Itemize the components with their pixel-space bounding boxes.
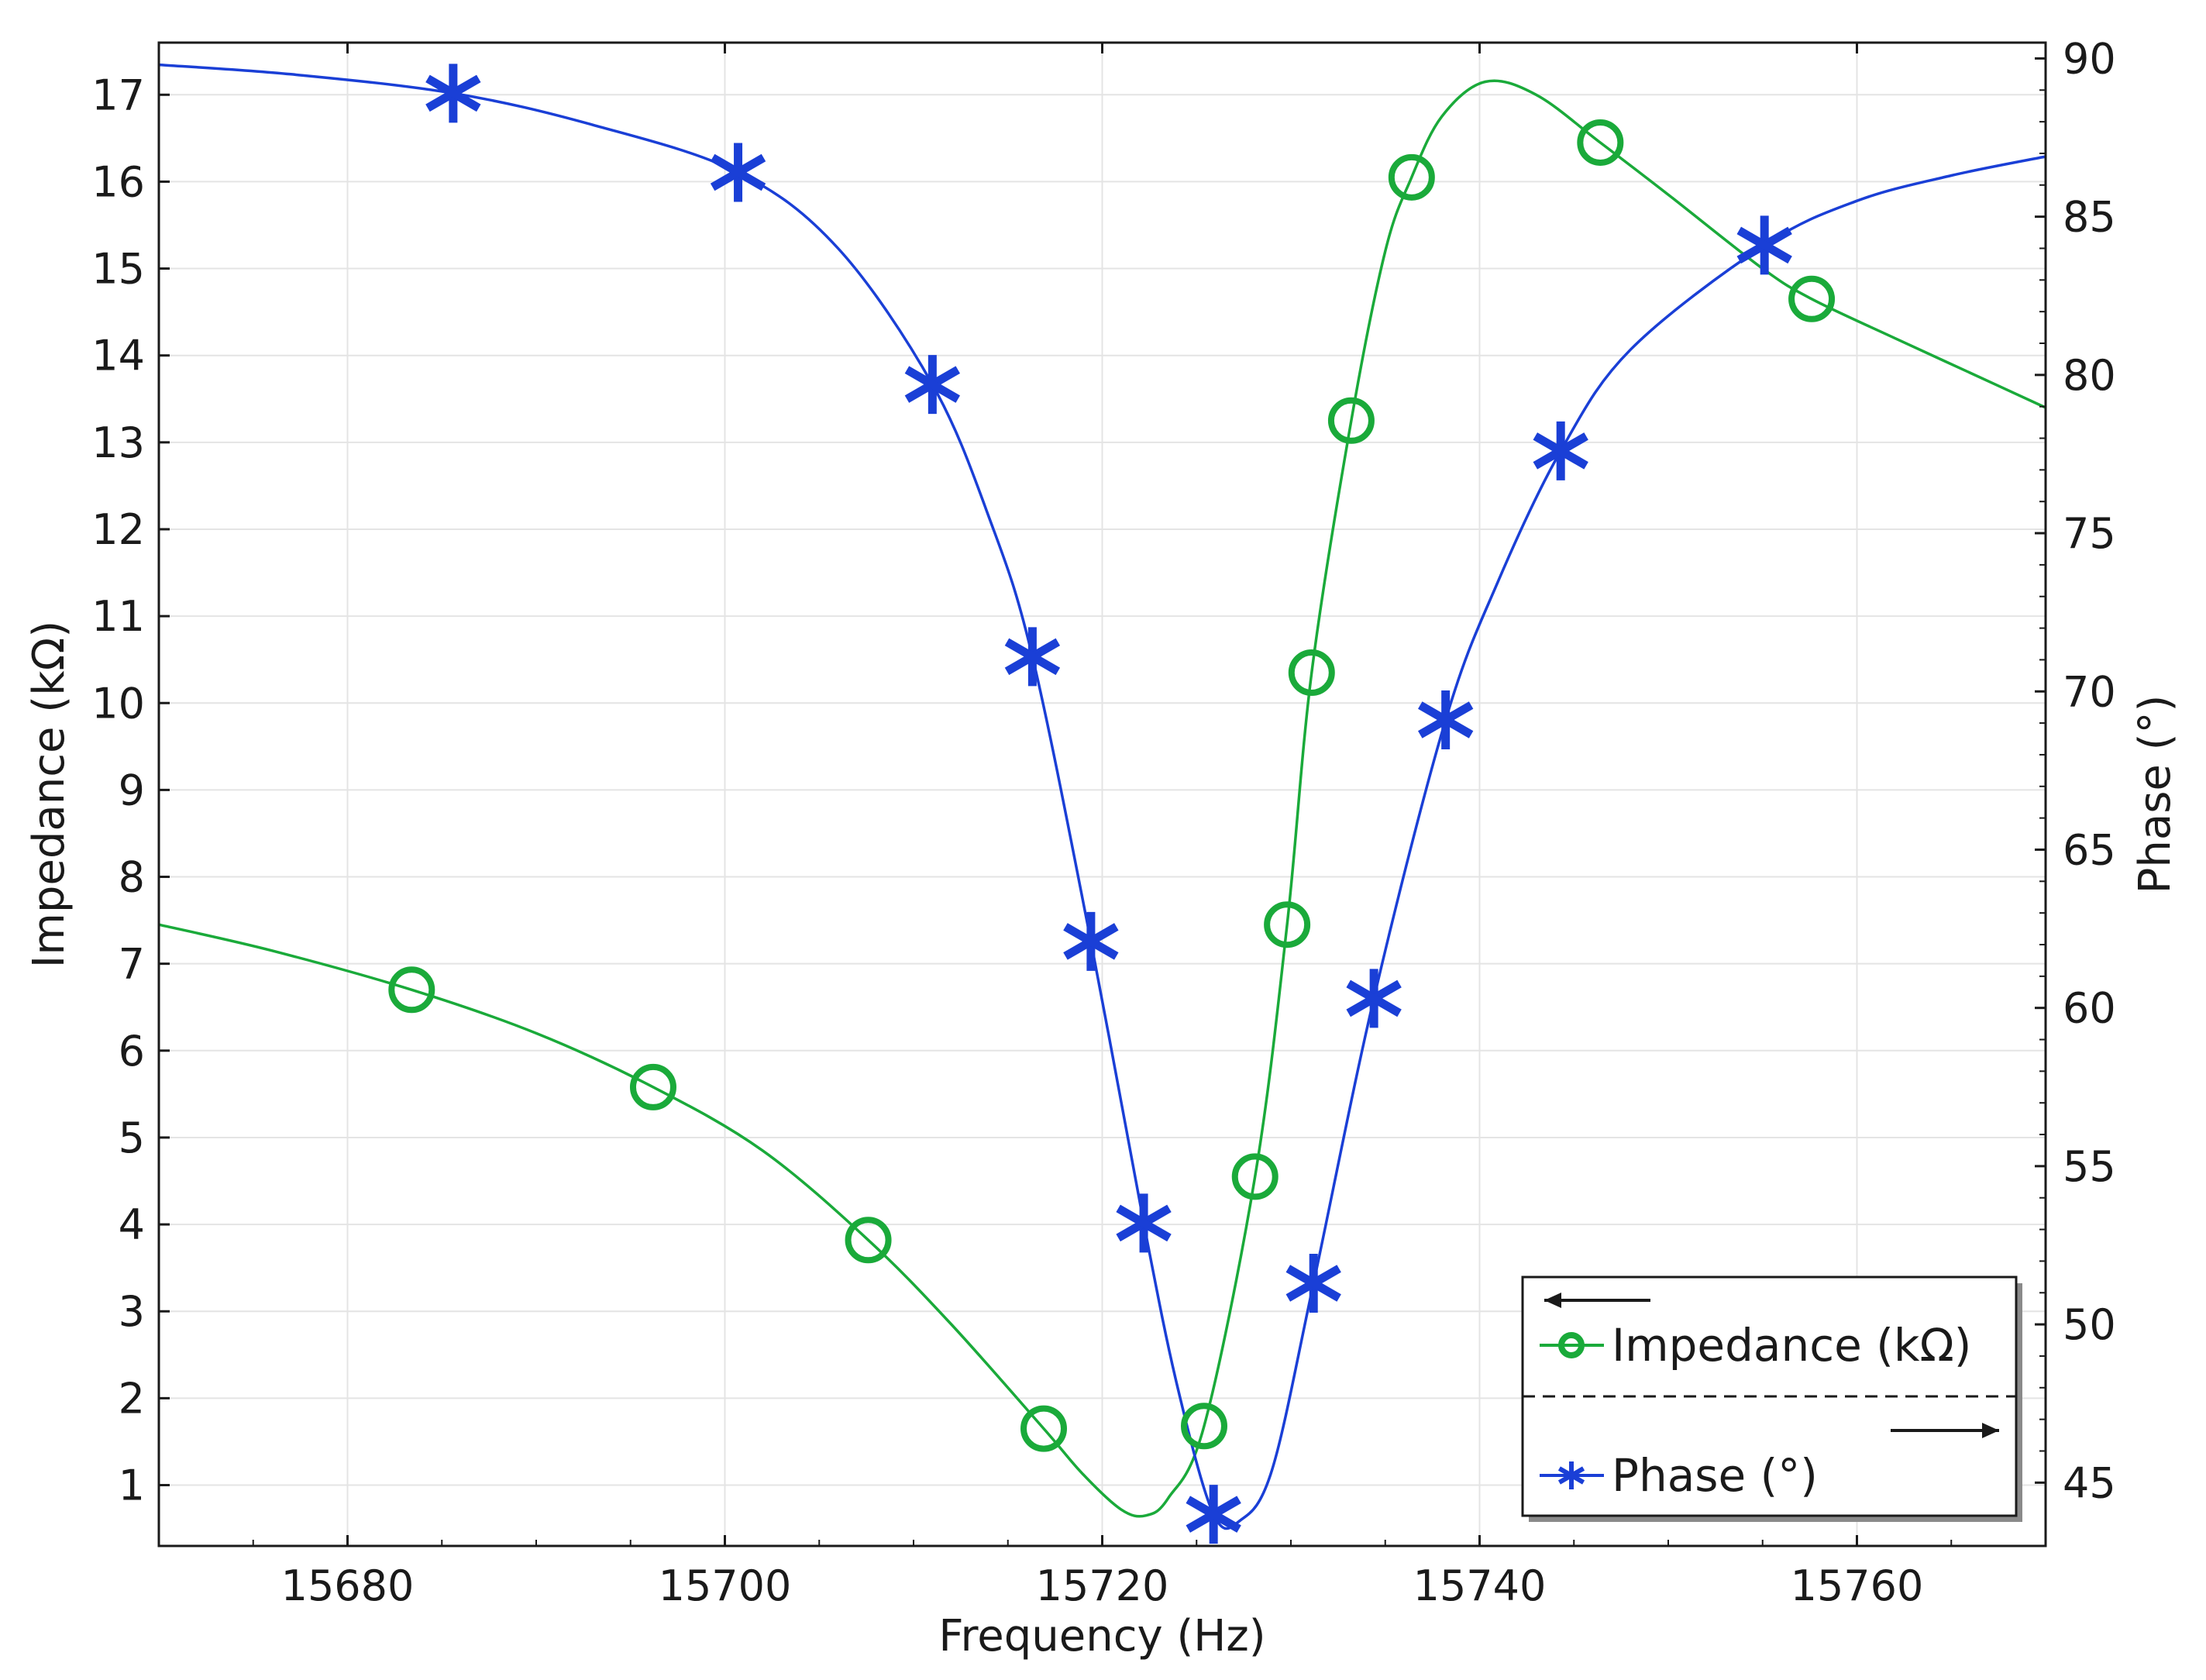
x-tick-label: 15740 (1413, 1561, 1547, 1610)
phase-marker (1533, 421, 1588, 480)
impedance-marker (845, 1217, 892, 1264)
legend: Impedance (kΩ) Phase (°) (1521, 1275, 2022, 1522)
y-tick-label-left: 2 (119, 1374, 145, 1423)
y-tick-label-right: 60 (2063, 984, 2116, 1033)
impedance-marker (1327, 397, 1375, 444)
y-tick-label-left: 5 (119, 1114, 145, 1162)
y-tick-label-right: 70 (2063, 667, 2116, 716)
y-tick-label-left: 16 (91, 157, 145, 206)
phase-marker (1736, 215, 1792, 275)
y-tick-label-left: 6 (119, 1027, 145, 1076)
impedance-marker (388, 966, 435, 1014)
x-tick-label: 15680 (281, 1561, 415, 1610)
y-tick-label-left: 14 (91, 332, 145, 380)
phase-marker (1285, 1254, 1341, 1313)
y-tick-label-left: 9 (119, 766, 145, 814)
phase-marker (1004, 627, 1061, 687)
y-axis-title-right: Phase (°) (2130, 695, 2180, 894)
y-axis-title-left: Impedance (kΩ) (24, 621, 74, 968)
series-markers (388, 64, 1836, 1544)
y-tick-label-right: 85 (2063, 193, 2116, 242)
phase-marker (1116, 1193, 1172, 1253)
y-tick-label-left: 4 (119, 1200, 145, 1249)
impedance-marker (1388, 153, 1435, 201)
y-tick-label-right: 50 (2063, 1300, 2116, 1349)
y-tick-label-left: 3 (119, 1287, 145, 1336)
impedance-marker (1288, 649, 1335, 697)
y-tick-label-left: 13 (91, 418, 145, 467)
impedance-line (158, 79, 2046, 1518)
legend-marker-impedance (1558, 1332, 1585, 1358)
x-tick-label: 15700 (659, 1561, 792, 1610)
y-tick-label-right: 75 (2063, 509, 2116, 558)
impedance-marker (1577, 119, 1624, 166)
phase-marker (425, 64, 481, 123)
x-tick-label: 15720 (1036, 1561, 1169, 1610)
impedance-marker (1020, 1405, 1068, 1452)
phase-marker (1063, 911, 1119, 971)
impedance-marker (629, 1063, 676, 1110)
phase-marker (904, 355, 961, 415)
phase-marker (710, 143, 766, 202)
x-tick-label: 15760 (1791, 1561, 1924, 1610)
legend-sample-impedance (1540, 1332, 1604, 1358)
phase-marker (1418, 690, 1474, 750)
grid-lines (159, 43, 2046, 1546)
y-tick-label-left: 17 (91, 71, 145, 119)
phase-marker (1346, 969, 1402, 1028)
y-tick-label-left: 10 (91, 679, 145, 728)
y-tick-label-left: 11 (91, 592, 145, 641)
impedance-marker (1788, 275, 1836, 322)
y-tick-label-left: 12 (91, 505, 145, 554)
legend-sample-phase (1540, 1461, 1604, 1489)
arrow-head (1982, 1423, 1999, 1438)
legend-marker-phase (1557, 1461, 1585, 1489)
y-tick-label-right: 65 (2063, 825, 2116, 874)
y-tick-label-left: 7 (119, 940, 145, 989)
arrow-head (1544, 1293, 1561, 1308)
impedance-marker (1264, 901, 1311, 948)
y-tick-label-right: 45 (2063, 1458, 2116, 1507)
impedance-marker (1231, 1153, 1279, 1200)
y-tick-label-right: 90 (2063, 34, 2116, 83)
y-tick-label-left: 15 (91, 245, 145, 294)
y-tick-label-right: 80 (2063, 351, 2116, 400)
x-axis-title: Frequency (Hz) (938, 1611, 1265, 1661)
legend-label-phase: Phase (°) (1612, 1449, 1818, 1502)
left-axis-arrow-icon (1544, 1293, 1650, 1308)
y-tick-label-left: 1 (119, 1461, 145, 1510)
axis-ticks: 15680 15700 15720 15740 15760123456789101112… (91, 34, 2115, 1610)
right-axis-arrow-icon (1891, 1423, 1999, 1438)
y-tick-label-left: 8 (119, 853, 145, 902)
impedance-marker (1180, 1403, 1227, 1450)
legend-label-impedance: Impedance (kΩ) (1612, 1319, 1971, 1372)
y-tick-label-right: 55 (2063, 1142, 2116, 1191)
phase-marker (1186, 1485, 1241, 1544)
